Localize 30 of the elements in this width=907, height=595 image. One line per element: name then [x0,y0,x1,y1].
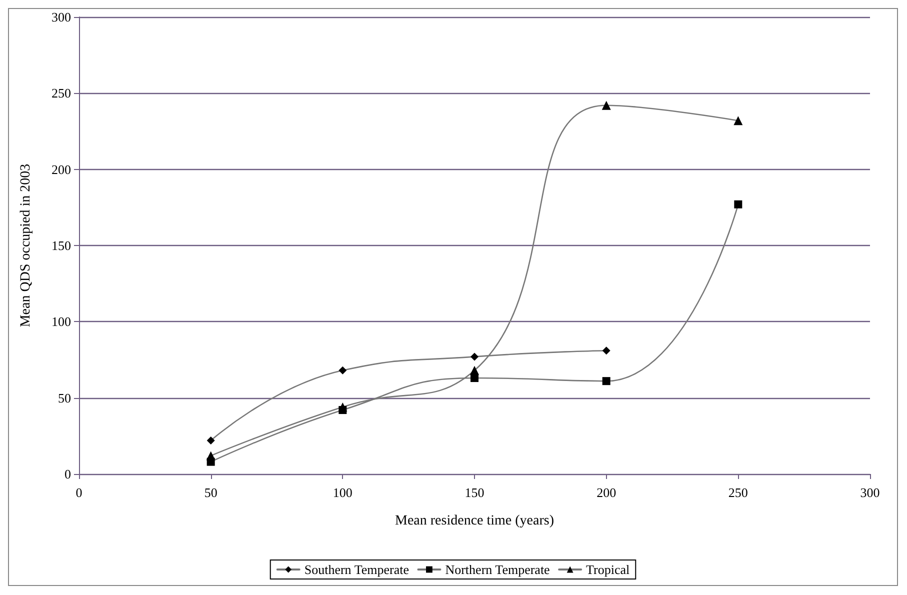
legend-label: Tropical [586,562,630,577]
point [734,116,743,126]
y-tick-label: 50 [58,390,71,406]
x-tick-label: 200 [596,485,616,500]
y-tick-label: 300 [52,10,71,24]
y-tick-label: 200 [52,162,71,177]
point [470,352,478,361]
point [206,436,215,444]
x-tick-label: 0 [76,485,82,500]
y-axis-title: Mean QDS occupied in 2003 [18,164,34,328]
point [602,377,610,386]
point [602,346,610,355]
point [338,406,347,414]
y-tick-label: 0 [64,466,71,482]
y-tick-label: 250 [52,86,71,101]
point [734,200,742,208]
x-tick-label: 50 [204,485,218,500]
x-tick-label: 300 [860,485,880,500]
y-tick-label: 150 [52,238,71,253]
x-tick-label: 150 [464,485,484,500]
x-tick-label: 250 [728,485,748,500]
point [602,100,611,110]
point [470,374,478,382]
x-tick-label: 100 [332,485,352,500]
legend-label: Southern Temperate [304,562,410,577]
x-axis-title: Mean residence time (years) [395,514,554,528]
y-tick-label: 100 [52,314,71,330]
legend-label: Northern Temperate [445,562,550,577]
point [338,366,347,374]
point [206,458,215,466]
